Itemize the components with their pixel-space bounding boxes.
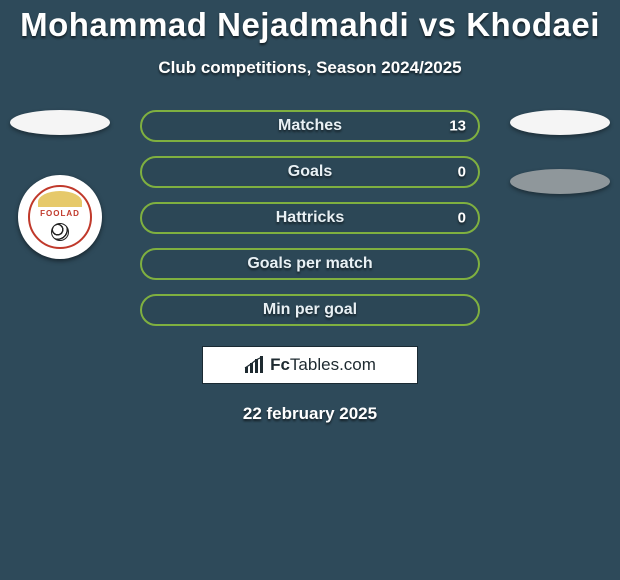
page-title: Mohammad Nejadmahdi vs Khodaei bbox=[0, 0, 620, 44]
stat-label: Goals bbox=[288, 163, 332, 181]
stat-row-min-per-goal: Min per goal bbox=[140, 294, 480, 326]
stat-row-matches: Matches 13 bbox=[140, 110, 480, 142]
left-player-ellipse bbox=[10, 110, 110, 135]
right-player-ellipse bbox=[510, 110, 610, 135]
bars-icon bbox=[244, 356, 266, 374]
stat-right-value: 0 bbox=[458, 210, 466, 227]
stat-right-value: 13 bbox=[449, 118, 466, 135]
brand-text: FcTables.com bbox=[270, 355, 376, 375]
right-player-column bbox=[510, 110, 610, 194]
stat-right-value: 0 bbox=[458, 164, 466, 181]
brand-prefix: Fc bbox=[270, 355, 290, 374]
left-player-column: FOOLAD bbox=[10, 110, 110, 259]
stat-row-hattricks: Hattricks 0 bbox=[140, 202, 480, 234]
club-badge-name: FOOLAD bbox=[30, 209, 90, 218]
brand-suffix: .com bbox=[339, 355, 376, 374]
stat-label: Goals per match bbox=[247, 255, 372, 273]
left-club-badge: FOOLAD bbox=[18, 175, 102, 259]
brand-main: Tables bbox=[290, 355, 339, 374]
stat-rows: Matches 13 Goals 0 Hattricks 0 Goals per… bbox=[140, 110, 480, 326]
stat-label: Min per goal bbox=[263, 301, 357, 319]
page-subtitle: Club competitions, Season 2024/2025 bbox=[0, 58, 620, 78]
comparison-area: FOOLAD Matches 13 Goals 0 Hattricks 0 Go… bbox=[0, 110, 620, 424]
right-club-ellipse bbox=[510, 169, 610, 194]
footer-date: 22 february 2025 bbox=[0, 404, 620, 424]
stat-label: Hattricks bbox=[276, 209, 344, 227]
brand-watermark: FcTables.com bbox=[202, 346, 418, 384]
stat-row-goals: Goals 0 bbox=[140, 156, 480, 188]
club-badge-graphic: FOOLAD bbox=[28, 185, 92, 249]
stat-row-goals-per-match: Goals per match bbox=[140, 248, 480, 280]
stat-label: Matches bbox=[278, 117, 342, 135]
